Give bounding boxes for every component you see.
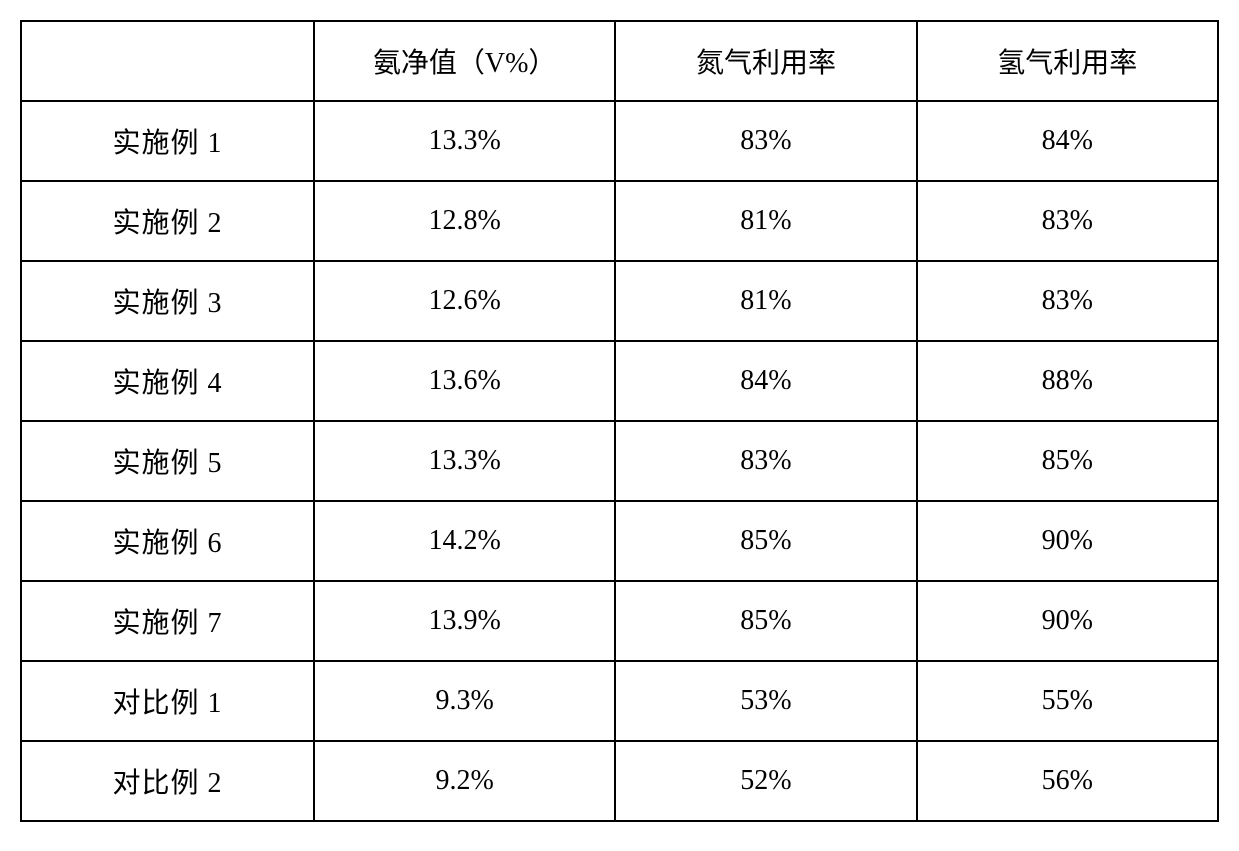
table-body: 实施例 1 13.3% 83% 84% 实施例 2 12.8% 81% 83% … [21,101,1218,821]
cell-nitrogen-util: 53% [615,661,916,741]
cell-nitrogen-util: 81% [615,181,916,261]
cell-hydrogen-util: 55% [917,661,1218,741]
table-row: 实施例 7 13.9% 85% 90% [21,581,1218,661]
cell-hydrogen-util: 90% [917,501,1218,581]
row-label: 实施例 7 [21,581,314,661]
table-header: 氨净值（V%） 氮气利用率 氢气利用率 [21,21,1218,101]
table-row: 实施例 4 13.6% 84% 88% [21,341,1218,421]
cell-ammonia-net: 12.8% [314,181,615,261]
cell-ammonia-net: 13.6% [314,341,615,421]
cell-ammonia-net: 12.6% [314,261,615,341]
data-table-container: 氨净值（V%） 氮气利用率 氢气利用率 实施例 1 13.3% 83% 84% … [20,20,1219,822]
table-row: 实施例 5 13.3% 83% 85% [21,421,1218,501]
cell-nitrogen-util: 83% [615,101,916,181]
cell-hydrogen-util: 88% [917,341,1218,421]
row-label: 实施例 5 [21,421,314,501]
cell-nitrogen-util: 84% [615,341,916,421]
table-row: 对比例 1 9.3% 53% 55% [21,661,1218,741]
cell-ammonia-net: 14.2% [314,501,615,581]
cell-ammonia-net: 13.3% [314,421,615,501]
table-row: 对比例 2 9.2% 52% 56% [21,741,1218,821]
cell-hydrogen-util: 84% [917,101,1218,181]
row-label: 实施例 4 [21,341,314,421]
row-label: 实施例 3 [21,261,314,341]
cell-hydrogen-util: 90% [917,581,1218,661]
cell-ammonia-net: 13.9% [314,581,615,661]
cell-nitrogen-util: 52% [615,741,916,821]
cell-nitrogen-util: 85% [615,501,916,581]
cell-ammonia-net: 9.2% [314,741,615,821]
cell-hydrogen-util: 83% [917,261,1218,341]
cell-nitrogen-util: 81% [615,261,916,341]
header-empty [21,21,314,101]
row-label: 对比例 1 [21,661,314,741]
header-nitrogen-util: 氮气利用率 [615,21,916,101]
cell-nitrogen-util: 85% [615,581,916,661]
data-table: 氨净值（V%） 氮气利用率 氢气利用率 实施例 1 13.3% 83% 84% … [20,20,1219,822]
row-label: 实施例 6 [21,501,314,581]
row-label: 实施例 2 [21,181,314,261]
row-label: 实施例 1 [21,101,314,181]
row-label: 对比例 2 [21,741,314,821]
table-header-row: 氨净值（V%） 氮气利用率 氢气利用率 [21,21,1218,101]
cell-ammonia-net: 13.3% [314,101,615,181]
cell-hydrogen-util: 83% [917,181,1218,261]
table-row: 实施例 6 14.2% 85% 90% [21,501,1218,581]
header-ammonia-net: 氨净值（V%） [314,21,615,101]
table-row: 实施例 2 12.8% 81% 83% [21,181,1218,261]
cell-hydrogen-util: 56% [917,741,1218,821]
cell-ammonia-net: 9.3% [314,661,615,741]
cell-nitrogen-util: 83% [615,421,916,501]
table-row: 实施例 1 13.3% 83% 84% [21,101,1218,181]
cell-hydrogen-util: 85% [917,421,1218,501]
table-row: 实施例 3 12.6% 81% 83% [21,261,1218,341]
header-hydrogen-util: 氢气利用率 [917,21,1218,101]
